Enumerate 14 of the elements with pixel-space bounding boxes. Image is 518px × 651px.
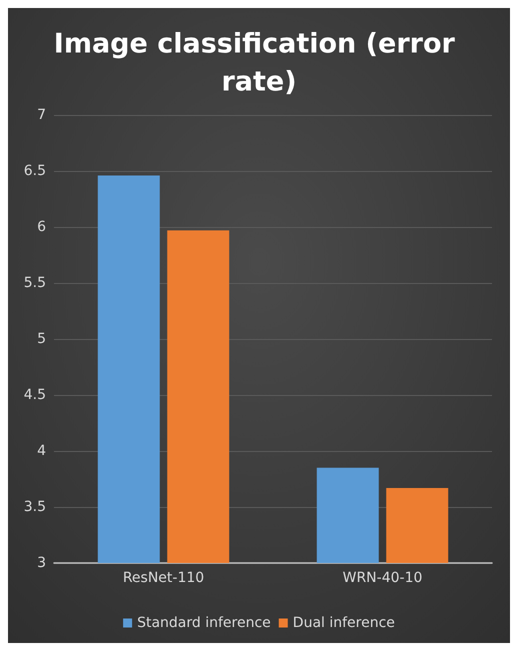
y-tick-label: 5.5 xyxy=(24,275,46,291)
y-tick-label: 3 xyxy=(37,555,46,571)
legend-label: Standard inference xyxy=(137,615,271,631)
chart-title: Image classification (error rate) xyxy=(54,28,464,98)
x-tick-label: ResNet-110 xyxy=(122,570,204,586)
y-tick-label: 4.5 xyxy=(24,387,46,403)
y-tick-label: 3.5 xyxy=(24,499,46,515)
y-tick-label: 6 xyxy=(37,219,46,235)
legend-label: Dual inference xyxy=(292,615,395,631)
x-tick-label: WRN-40-10 xyxy=(342,570,422,586)
y-tick-label: 4 xyxy=(37,443,46,459)
y-tick-label: 7 xyxy=(37,107,46,123)
y-tick-label: 6.5 xyxy=(24,163,46,179)
y-tick-label: 5 xyxy=(37,331,46,347)
